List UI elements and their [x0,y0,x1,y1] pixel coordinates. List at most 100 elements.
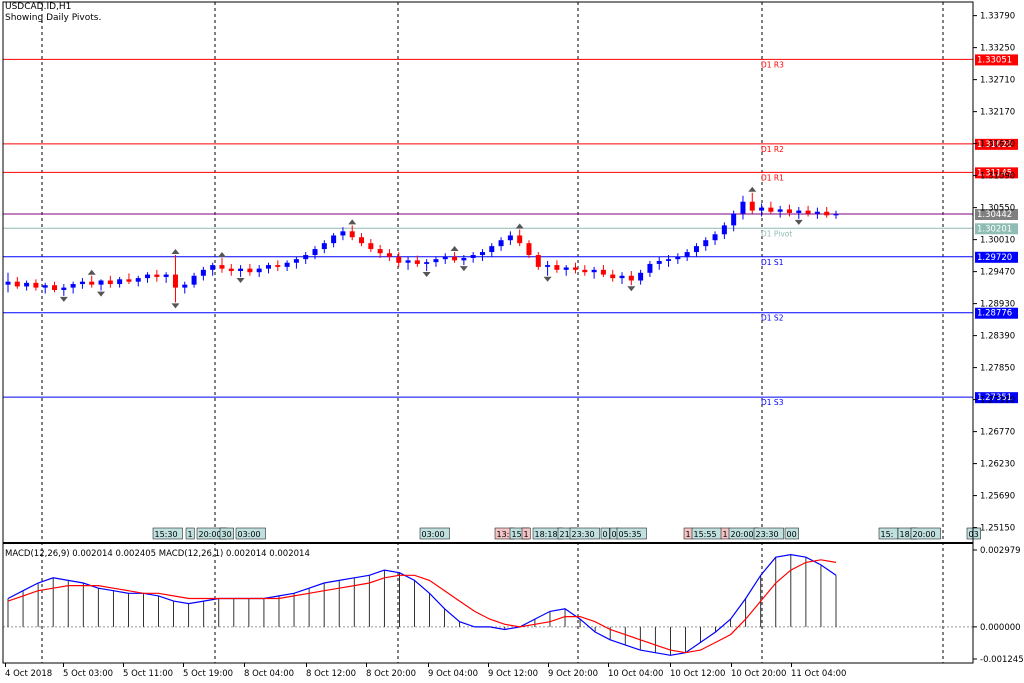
candle-body [740,201,746,214]
macd-tick-label: 0.002979 [980,546,1021,556]
x-tick-label: 9 Oct 12:00 [488,669,538,679]
event-tag-label: 00 [787,530,797,539]
candle-body [424,262,430,264]
x-tick-label: 8 Oct 20:00 [366,669,416,679]
pivot-price-box [975,54,1018,66]
candle-body [619,275,625,279]
candle-body [154,274,160,277]
event-tag-label: 1 [686,530,691,539]
candle-body [219,265,225,269]
event-tag-label: 15:30 [155,530,178,539]
candle-body [70,284,76,288]
event-tag-label: 13: [497,530,510,539]
event-tags: 15:30 1 20:00 30 03:00 03:00 13: 15: 1 18:18 21: 23… [152,527,981,540]
y-tick-label: 1.25150 [980,524,1015,534]
candle-body [786,209,792,213]
symbol-title: USDCAD.ID,H1 [5,2,72,12]
pivot-price-label: 1.31145 [977,168,1012,178]
x-tick-label: 8 Oct 04:00 [244,669,294,679]
event-tag-box [219,527,234,540]
event-tag-label: 05:35 [619,530,642,539]
fractal-up-marker [87,269,96,275]
macd-tick-label: -0.001245 [980,655,1024,665]
macd-main-line [7,553,837,656]
candle-body [759,207,765,211]
pivot-name: D1 S3 [761,398,784,407]
event-tag-box [616,527,647,540]
candle-body [349,231,355,238]
event-tag-box [753,527,784,540]
event-tag-box [569,527,600,540]
x-tick-label: 4 Oct 2018 [5,669,52,679]
candle-body [703,240,709,247]
fractal-down-marker [59,296,68,302]
fractal-down-marker [627,286,636,292]
x-tick-label: 5 Oct 03:00 [63,669,113,679]
candle-body [265,265,271,269]
candle-body [24,282,30,287]
candle-body [52,285,58,290]
candle-body [117,279,123,285]
candle-body [507,235,513,241]
y-tick-label: 1.26770 [980,428,1015,438]
candle-body [368,243,374,250]
candle-body [172,274,178,288]
candle-body [396,256,402,263]
candle-body [33,282,39,288]
candle-body [359,237,365,244]
candle-body [796,210,802,213]
candle-body [405,260,411,263]
candle-body [433,259,439,263]
pivot-name: D1 S2 [761,314,784,323]
pivot-price-box [975,223,1018,235]
pivot-price-label: 1.31626 [977,140,1012,150]
candle-body [479,252,485,256]
y-tick-label: 1.28390 [980,332,1015,342]
pivot-price-label: 1.27351 [977,393,1012,403]
x-tick-label: 5 Oct 11:00 [123,669,173,679]
candle-body [210,265,216,270]
x-tick-label: 10 Oct 04:00 [608,669,663,679]
candle-body [489,246,495,253]
candle-body [517,235,523,244]
pivot-name: D1 R1 [761,173,784,182]
pivot-price-box [975,138,1018,150]
candle-body [749,201,755,211]
candle-body [638,272,644,281]
candle-body [824,211,830,216]
pivot-price-box [975,251,1018,263]
candle-body [814,211,820,214]
candle-body [656,260,662,264]
event-tag-label: 03:00 [238,530,261,539]
event-tag-label: 03:00 [422,530,445,539]
y-tick-label: 1.31090 [980,172,1015,182]
candle-body [461,257,467,261]
fractal-down-marker [236,277,245,283]
candle-body [340,231,346,236]
fractal-up-marker [748,186,757,192]
candle-body [293,259,299,263]
pivot-price-box [975,392,1018,404]
candle-body [275,265,281,267]
candle-body [182,284,188,288]
candlesticks[interactable] [5,192,839,303]
current-price-label: 1.30442 [977,210,1012,220]
y-tick-label: 1.26230 [980,460,1015,470]
candle-body [42,285,48,288]
macd-panel: MACD(12,26,9) 0.002014 0.002405 MACD(12,… [3,546,1024,665]
candle-body [526,243,532,256]
candle-body [145,274,151,279]
y-tick-label: 1.33250 [980,44,1015,54]
candle-body [303,255,309,260]
candle-body [610,274,616,279]
candle-body [554,265,560,270]
macd-tick-label: 0.000000 [980,623,1021,633]
candle-body [414,260,420,264]
macd-title: MACD(12,26,9) 0.002014 0.002405 MACD(12,… [5,549,310,559]
grid-lines [41,2,944,663]
candle-body [731,213,737,226]
candle-body [89,281,95,285]
candle-body [200,269,206,276]
